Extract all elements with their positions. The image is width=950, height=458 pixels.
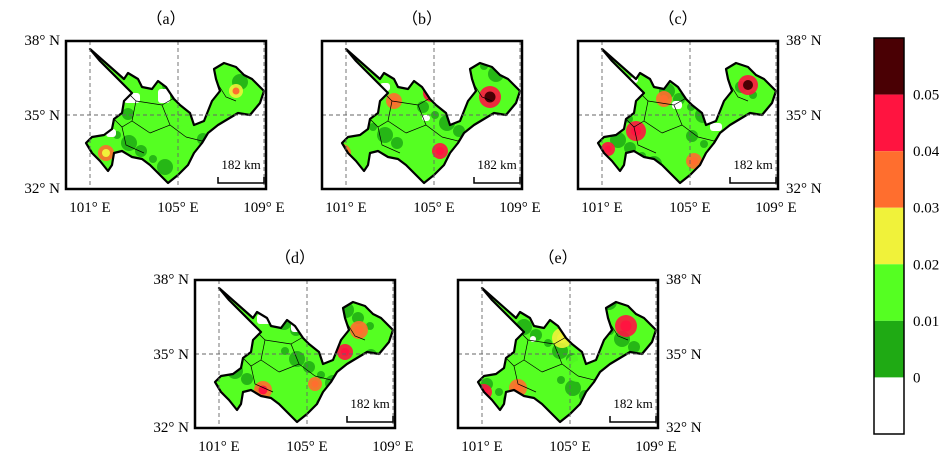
colorbar-label: 0.02 [913,257,939,273]
colorbar-segment [874,94,904,152]
colorbar-label: 0.01 [913,314,939,330]
colorbar-segment [874,264,904,321]
gridlines [322,41,522,189]
colorbar-segment [874,320,904,378]
panel-title-a: （a） [146,10,185,28]
lon-tick-label: 101° E [198,439,239,455]
lat-tick-label: 35° N [153,347,189,363]
map-frame [193,278,397,430]
scale-bar-label: 182 km [613,396,652,411]
lat-tick-label: 38° N [786,33,822,49]
panel-title-e: （e） [538,249,577,267]
lon-tick-label: 109° E [372,439,413,455]
panel-title-b: （b） [402,10,442,28]
map-panel-c: 182 km （c） 38° N 35° N 32° N 101° E 105° E 109°… [576,10,822,216]
colorbar-segment [874,38,904,95]
colorbar-label: 0.04 [913,144,940,160]
colorbar-label: 0 [913,370,921,386]
lon-tick-label: 109° E [755,200,796,216]
lon-tick-label: 101° E [69,200,110,216]
map-panel-a: 182 km （a） 38° N 35° N 32° N 101° E 105° E 109°… [24,10,284,216]
map-panel-e: 182 km （e） 38° N 35° N 32° N 101° E 105° E 109°… [456,249,702,455]
scale-bar-label: 182 km [477,157,516,172]
panel-title-d: （d） [275,249,315,267]
map-frame [456,278,660,430]
lat-tick-label: 38° N [666,272,702,288]
lat-tick-label: 32° N [153,420,189,436]
gridlines [458,280,658,428]
lon-tick-label: 105° E [669,200,710,216]
map-frame [320,39,524,191]
lon-tick-label: 105° E [549,439,590,455]
map-panel-b: 182 km （b） 101° E 105° E 109° E [320,10,541,216]
colorbar-segment [874,377,904,434]
scale-bar: 182 km [346,396,394,423]
colorbar-label: 0.03 [913,201,939,217]
scale-bar-label: 182 km [733,157,772,172]
lon-tick-label: 101° E [581,200,622,216]
colorbar: 0 0.01 0.02 0.03 0.04 0.05 [873,37,940,435]
lon-tick-label: 101° E [461,439,502,455]
lat-tick-label: 32° N [666,420,702,436]
lat-tick-label: 35° N [786,108,822,124]
panel-title-c: （c） [658,10,697,28]
scale-bar: 182 km [609,396,657,423]
lon-tick-label: 109° E [243,200,284,216]
lat-tick-label: 35° N [666,347,702,363]
lon-tick-label: 101° E [325,200,366,216]
lat-tick-label: 35° N [24,108,60,124]
gridlines [66,41,266,189]
gridlines [195,280,395,428]
colorbar-label: 0.05 [913,88,939,104]
lat-tick-label: 38° N [153,272,189,288]
scale-bar: 182 km [217,157,265,184]
lon-tick-label: 109° E [635,439,676,455]
map-frame [64,39,268,191]
map-frame [576,39,780,191]
colorbar-segment [874,207,904,265]
colorbar-segment [874,151,904,208]
lat-tick-label: 32° N [24,181,60,197]
scale-bar-label: 182 km [350,396,389,411]
scale-bar: 182 km [473,157,521,184]
scale-bar-label: 182 km [221,157,260,172]
lon-tick-label: 109° E [499,200,540,216]
lon-tick-label: 105° E [413,200,454,216]
lon-tick-label: 105° E [157,200,198,216]
map-panel-d: 182 km （d） 38° N 35° N 32° N 101° E 105° E 109°… [153,249,413,455]
gridlines [578,41,778,189]
lat-tick-label: 38° N [24,33,60,49]
lon-tick-label: 105° E [286,439,327,455]
scale-bar: 182 km [729,157,777,184]
lat-tick-label: 32° N [786,181,822,197]
